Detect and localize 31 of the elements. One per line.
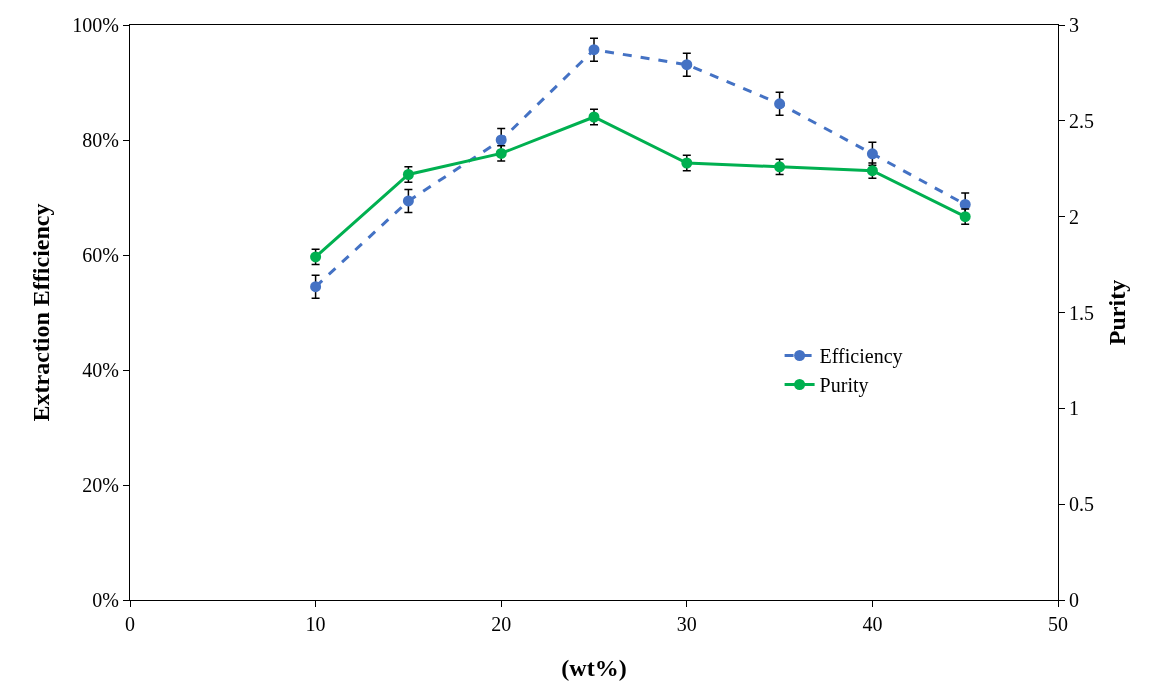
y2-tick-label: 3	[1069, 14, 1079, 36]
point	[402, 195, 414, 207]
x-axis-title: (wt%)	[561, 655, 627, 682]
y-tick-label: 80%	[82, 129, 119, 151]
x-tick-label: 10	[305, 613, 326, 635]
y-tick-label: 100%	[72, 14, 119, 36]
point	[774, 98, 786, 110]
y2-tick-label: 1.5	[1069, 301, 1094, 324]
y2-axis-title: Purity	[1104, 279, 1131, 346]
y2-tick-label: 0	[1069, 589, 1079, 611]
y2-tick-label: 0.5	[1069, 493, 1094, 516]
x-tick-label: 0	[125, 613, 135, 635]
x-tick-label: 40	[862, 613, 883, 635]
point	[681, 59, 693, 71]
y-tick-label: 0%	[92, 589, 119, 611]
y-tick-label: 40%	[82, 359, 119, 381]
legend-label: Efficiency	[819, 345, 903, 369]
y-tick-label: 20%	[82, 474, 119, 496]
y2-tick-label: 2	[1069, 205, 1079, 228]
point	[310, 281, 322, 293]
x-tick-label: 50	[1048, 613, 1068, 635]
x-tick-label: 20	[491, 613, 512, 635]
point	[588, 44, 600, 56]
y2-tick-label: 2.5	[1069, 109, 1094, 132]
x-tick-label: 30	[676, 613, 697, 635]
y-axis-title: Extraction Efficiency	[28, 203, 55, 422]
point	[866, 148, 878, 160]
point	[495, 134, 507, 146]
legend-label: Purity	[819, 374, 869, 398]
y2-tick-label: 1	[1069, 397, 1079, 420]
y-tick-label: 60%	[82, 244, 119, 266]
